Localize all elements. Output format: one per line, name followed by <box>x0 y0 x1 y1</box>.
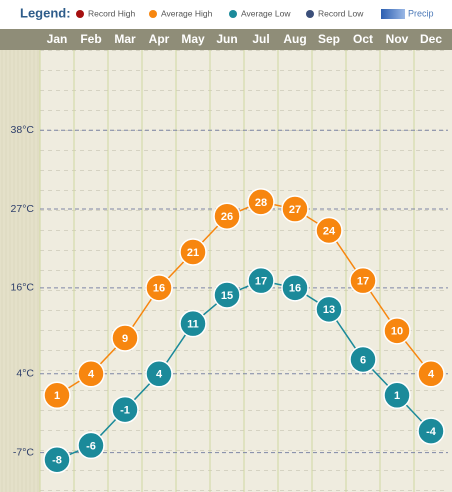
legend-label: Average High <box>161 8 213 18</box>
data-label: 4 <box>428 369 435 381</box>
month-header <box>0 29 452 50</box>
data-point <box>77 360 105 388</box>
x-tick-label: Aug <box>283 32 306 46</box>
data-point <box>213 281 241 309</box>
data-label: 16 <box>153 283 165 295</box>
data-label: 26 <box>221 211 233 223</box>
data-label: -4 <box>426 426 437 438</box>
data-label: 1 <box>394 390 400 402</box>
legend-bg <box>0 0 452 29</box>
data-point <box>43 381 71 410</box>
data-point <box>179 238 207 266</box>
x-tick-label: Dec <box>420 32 442 46</box>
legend-label: Record High <box>88 8 136 18</box>
x-tick-label: Apr <box>149 32 170 46</box>
data-label: 6 <box>360 354 366 366</box>
legend-label: Record Low <box>318 8 364 18</box>
x-tick-label: Jun <box>216 32 237 46</box>
data-label: 17 <box>357 276 369 288</box>
x-tick-label: Feb <box>80 32 101 46</box>
x-tick-label: Jan <box>47 32 68 46</box>
data-label: 1 <box>54 390 60 402</box>
y-tick-label: 38°C <box>11 124 35 136</box>
y-tick-label: 27°C <box>11 203 35 215</box>
data-label: -8 <box>52 455 62 467</box>
data-label: 17 <box>255 276 267 288</box>
data-point <box>179 309 207 338</box>
data-point <box>315 216 343 245</box>
data-point <box>145 274 173 302</box>
data-point <box>247 188 275 216</box>
data-label: 28 <box>255 197 267 209</box>
data-point <box>349 266 377 295</box>
y-tick-label: 16°C <box>11 282 35 294</box>
legend-swatch <box>381 9 405 19</box>
data-point <box>145 360 173 388</box>
data-point <box>383 381 411 410</box>
data-point <box>417 360 445 388</box>
data-label: 10 <box>391 326 403 338</box>
data-point <box>43 446 71 474</box>
data-point <box>417 417 445 445</box>
x-tick-label: Jul <box>252 32 269 46</box>
data-label: 4 <box>156 369 163 381</box>
data-label: 9 <box>122 333 128 345</box>
legend-swatch <box>149 10 157 18</box>
x-tick-label: Nov <box>386 32 409 46</box>
data-label: -6 <box>86 440 96 452</box>
axis-bg <box>0 50 40 492</box>
data-label: 4 <box>88 369 95 381</box>
data-label: 27 <box>289 204 301 216</box>
data-label: 24 <box>323 225 336 237</box>
data-point <box>349 345 377 374</box>
data-label: 13 <box>323 304 335 316</box>
legend-swatch <box>306 10 314 18</box>
data-point <box>315 295 343 324</box>
x-tick-label: May <box>181 32 205 46</box>
legend-title: Legend: <box>20 5 71 20</box>
data-point <box>383 317 411 345</box>
data-point <box>111 395 139 424</box>
data-point <box>281 274 309 302</box>
y-tick-label: -7°C <box>13 446 35 458</box>
legend-swatch <box>229 10 237 18</box>
legend-swatch <box>76 10 84 18</box>
data-label: -1 <box>120 405 130 417</box>
data-point <box>213 202 241 230</box>
x-tick-label: Sep <box>318 32 340 46</box>
data-label: 15 <box>221 290 233 302</box>
data-point <box>111 324 139 352</box>
legend-label: Average Low <box>241 8 291 18</box>
data-point <box>247 266 275 295</box>
data-point <box>281 195 309 223</box>
legend-label: Precip <box>408 8 434 18</box>
x-tick-label: Oct <box>353 32 373 46</box>
y-tick-label: 4°C <box>16 368 34 380</box>
data-point <box>77 431 105 460</box>
data-label: 11 <box>187 319 199 331</box>
x-tick-label: Mar <box>114 32 136 46</box>
data-label: 16 <box>289 283 301 295</box>
data-label: 21 <box>187 247 199 259</box>
